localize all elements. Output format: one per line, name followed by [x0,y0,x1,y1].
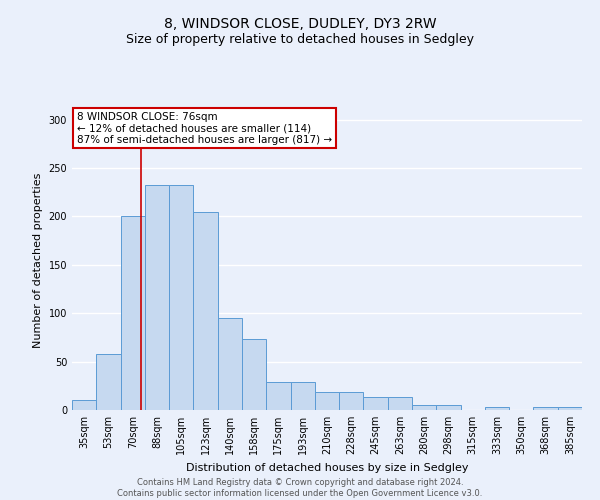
Bar [388,398,412,410]
Bar [169,184,193,410]
Bar [436,405,461,410]
Bar [315,392,339,410]
Bar [72,400,96,410]
Bar [533,407,558,410]
Text: Contains HM Land Registry data © Crown copyright and database right 2024.
Contai: Contains HM Land Registry data © Crown c… [118,478,482,498]
Bar [121,216,145,410]
X-axis label: Distribution of detached houses by size in Sedgley: Distribution of detached houses by size … [186,462,468,472]
Text: Size of property relative to detached houses in Sedgley: Size of property relative to detached ho… [126,32,474,46]
Text: 8, WINDSOR CLOSE, DUDLEY, DY3 2RW: 8, WINDSOR CLOSE, DUDLEY, DY3 2RW [164,18,436,32]
Bar [242,340,266,410]
Bar [96,354,121,410]
Y-axis label: Number of detached properties: Number of detached properties [33,172,43,348]
Bar [364,398,388,410]
Bar [218,318,242,410]
Bar [412,405,436,410]
Bar [485,407,509,410]
Bar [266,382,290,410]
Bar [558,407,582,410]
Text: 8 WINDSOR CLOSE: 76sqm
← 12% of detached houses are smaller (114)
87% of semi-de: 8 WINDSOR CLOSE: 76sqm ← 12% of detached… [77,112,332,144]
Bar [193,212,218,410]
Bar [339,392,364,410]
Bar [145,184,169,410]
Bar [290,382,315,410]
